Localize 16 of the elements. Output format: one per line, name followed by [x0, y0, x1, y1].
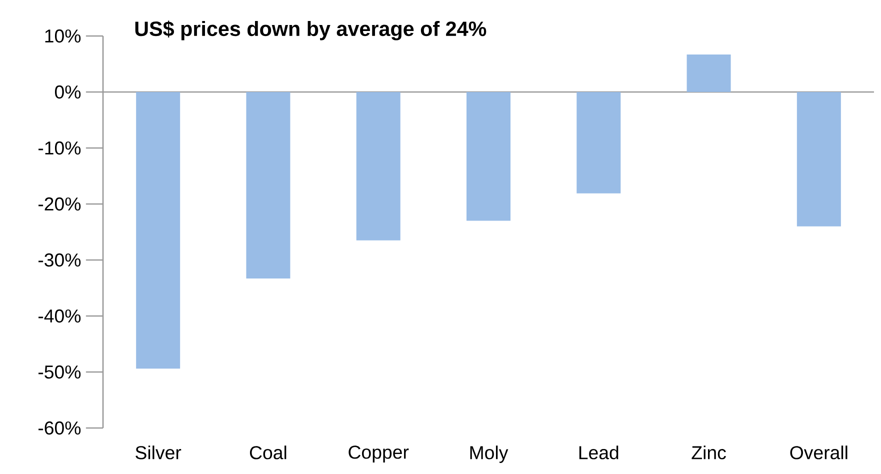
- x-tick-label: Lead: [579, 446, 618, 460]
- x-tick-label: Copper: [348, 446, 409, 462]
- x-tick-label: Coal: [250, 446, 286, 460]
- y-tick-label: -10%: [38, 141, 81, 155]
- y-tick-label: -30%: [38, 253, 81, 267]
- y-tick-label: -20%: [38, 197, 81, 211]
- y-tick-label: 10%: [45, 29, 81, 43]
- y-tick-label: -60%: [38, 421, 81, 435]
- y-tick-label: 0%: [54, 85, 81, 99]
- x-tick-label: Zinc: [692, 446, 726, 460]
- x-tick-label: Silver: [136, 446, 182, 460]
- chart-title: US$ prices down by average of 24%: [135, 20, 486, 40]
- x-tick-label: Overall: [790, 446, 848, 460]
- y-tick-label: -50%: [38, 365, 81, 379]
- x-tick-label: Moly: [470, 446, 508, 463]
- y-tick-label: -40%: [38, 309, 81, 323]
